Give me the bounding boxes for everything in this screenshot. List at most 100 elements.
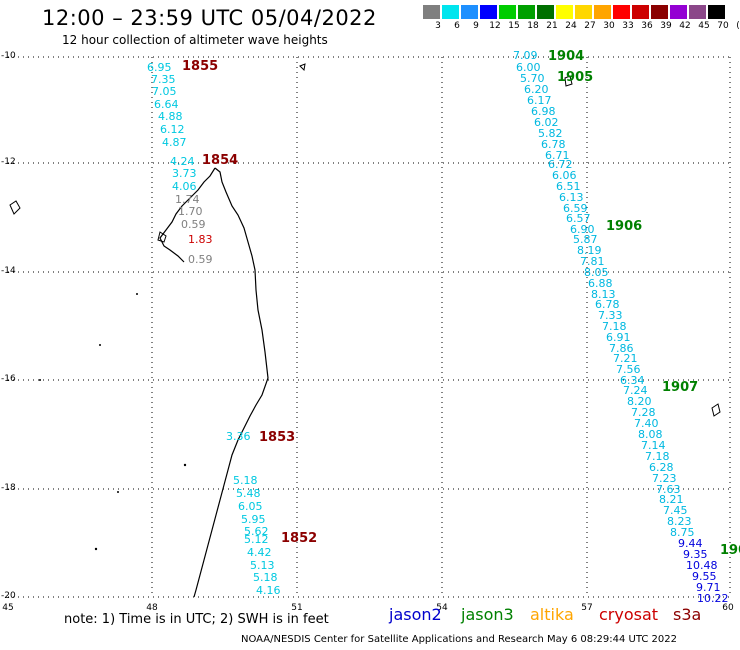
wave-height-reading: 7.18	[645, 450, 670, 463]
page-subtitle: 12 hour collection of altimeter wave hei…	[62, 33, 328, 47]
lon-label: 54	[436, 603, 448, 613]
wave-height-reading: 7.05	[152, 85, 177, 98]
wave-height-reading: 8.75	[670, 526, 695, 539]
legend-jason3: jason3	[461, 605, 514, 624]
wave-height-reading: 0.59	[181, 218, 206, 231]
wave-height-reading: 7.81	[580, 255, 605, 268]
wave-height-reading: 9.55	[692, 570, 717, 583]
pass-time-label: 1855	[182, 59, 219, 74]
wave-height-reading: 7.33	[598, 309, 623, 322]
wave-height-reading: 8.05	[584, 266, 609, 279]
wave-height-reading: 6.02	[534, 116, 559, 129]
wave-height-reading: 9.35	[683, 548, 708, 561]
wave-height-reading: 7.56	[616, 363, 641, 376]
wave-height-reading: 5.87	[573, 233, 598, 246]
pass-time-label: 1852	[281, 531, 318, 546]
wave-height-reading: 8.08	[638, 428, 663, 441]
scale-swatch	[556, 5, 573, 19]
wave-height-reading: 6.71	[545, 149, 570, 162]
lon-label: 45	[2, 603, 14, 613]
wave-height-reading: 4.24	[170, 155, 195, 168]
pass-time-label: 1854	[202, 153, 239, 168]
scale-swatch	[708, 5, 725, 19]
scale-label: 33	[622, 21, 634, 31]
wave-height-reading: 6.95	[147, 61, 172, 74]
legend-jason2: jason2	[389, 605, 442, 624]
wave-height-reading: 6.34	[620, 374, 645, 387]
pass-time-label: 1905	[557, 70, 594, 85]
scale-label: 39	[660, 21, 672, 31]
madagascar-west-coast	[159, 167, 216, 263]
wave-height-reading: 4.16	[256, 584, 281, 597]
tromelin-island	[711, 403, 721, 417]
wave-height-reading: 5.48	[236, 487, 261, 500]
wave-height-reading: 6.12	[160, 123, 185, 136]
wave-height-reading: 7.14	[641, 439, 666, 452]
wave-height-reading: 6.51	[556, 180, 581, 193]
scale-label: 15	[508, 21, 520, 31]
pass-time-label: 1904	[548, 49, 585, 64]
scale-label: 9	[473, 21, 479, 31]
pass-time-label: 190	[720, 543, 740, 558]
nosy-be-island	[157, 231, 167, 243]
wave-height-reading: 6.78	[541, 138, 566, 151]
scale-swatch	[499, 5, 516, 19]
page-title: 12:00 – 23:59 UTC 05/04/2022	[42, 6, 377, 30]
scale-label: 27	[584, 21, 596, 31]
footer-note: note: 1) Time is in UTC; 2) SWH is in fe…	[64, 612, 329, 627]
scale-label: 45	[698, 21, 710, 31]
wave-height-reading: 5.70	[520, 72, 545, 85]
wave-height-reading: 8.20	[627, 395, 652, 408]
wave-height-reading: 6.20	[524, 83, 549, 96]
scale-swatch	[689, 5, 706, 19]
wave-height-reading: 7.45	[663, 504, 688, 517]
wave-height-reading: 6.90	[570, 223, 595, 236]
lat-label: -12	[1, 157, 16, 167]
scale-swatch	[670, 5, 687, 19]
wave-height-reading: 7.24	[623, 384, 648, 397]
wave-height-reading: 10.22	[697, 592, 729, 605]
scale-label: 12	[489, 21, 501, 31]
wave-height-reading: 3.73	[172, 167, 197, 180]
wave-height-reading: 7.23	[652, 472, 677, 485]
wave-height-reading: 0.59	[188, 253, 213, 266]
wave-height-reading: 3.36	[226, 430, 251, 443]
scale-label: 18	[527, 21, 539, 31]
lat-label: -20	[1, 591, 16, 601]
lat-label: -14	[1, 266, 16, 276]
wave-height-reading: 6.28	[649, 461, 674, 474]
wave-height-reading: 7.40	[634, 417, 659, 430]
wave-height-reading: 5.12	[244, 533, 269, 546]
lat-label: -16	[1, 374, 16, 384]
legend-cryosat: cryosat	[599, 605, 659, 624]
wave-height-reading: 7.28	[631, 406, 656, 419]
wave-height-reading: 8.19	[577, 244, 602, 257]
lon-label: 51	[291, 603, 303, 613]
lon-label: 48	[146, 603, 158, 613]
wave-height-reading: 6.91	[606, 331, 631, 344]
scale-swatch	[461, 5, 478, 19]
lon-label: 57	[581, 603, 593, 613]
wave-height-reading: 6.72	[548, 158, 573, 171]
wave-height-reading: 6.00	[516, 61, 541, 74]
wave-height-reading: 10.48	[686, 559, 718, 572]
wave-height-reading: 6.05	[238, 500, 263, 513]
wave-height-reading: 4.42	[247, 546, 272, 559]
scale-swatch	[423, 5, 440, 19]
wave-height-reading: 4.87	[162, 136, 187, 149]
wave-height-reading: 6.57	[566, 212, 591, 225]
wave-height-reading: 7.35	[151, 73, 176, 86]
juan-de-nova-island	[564, 75, 573, 87]
scale-label: 36	[641, 21, 653, 31]
small-islets	[39, 293, 187, 551]
scale-label: 6	[454, 21, 460, 31]
wave-height-reading: 4.88	[158, 110, 183, 123]
scale-unit: (ft)	[736, 21, 740, 31]
glorieuses-island	[299, 63, 306, 72]
scale-swatch	[651, 5, 668, 19]
wave-height-reading: 6.17	[527, 94, 552, 107]
lon-label: 60	[722, 603, 734, 613]
wave-height-reading: 7.09	[513, 49, 538, 62]
scale-label: 21	[546, 21, 558, 31]
